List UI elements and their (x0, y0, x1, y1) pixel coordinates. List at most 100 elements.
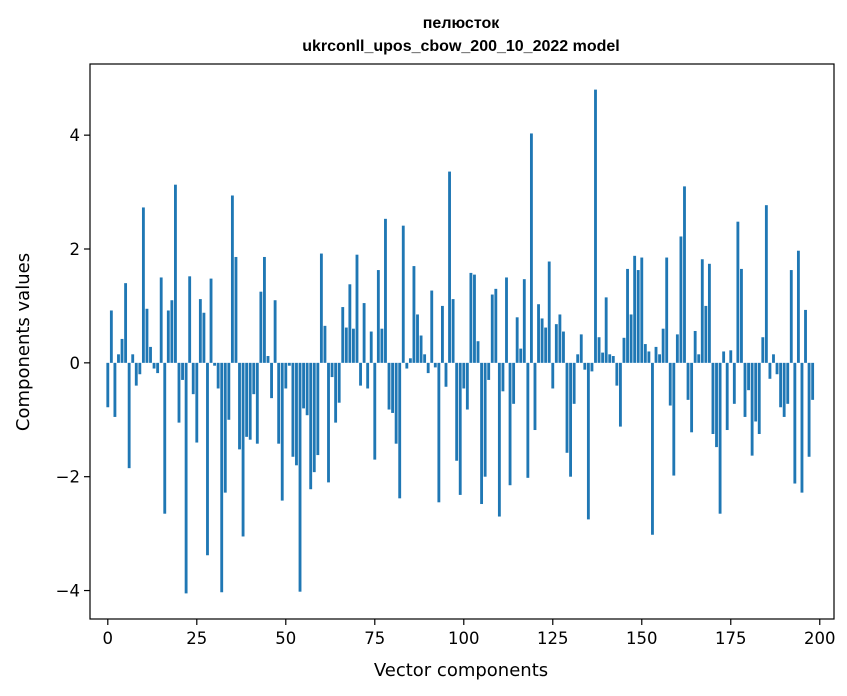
bar (124, 283, 128, 363)
bar (604, 297, 608, 363)
bar (579, 334, 583, 363)
bar (323, 325, 327, 363)
bar (206, 362, 209, 556)
bar (811, 362, 815, 400)
bar (675, 334, 679, 363)
x-tick-label: 0 (103, 629, 114, 648)
bar (184, 362, 188, 594)
bar (380, 328, 384, 363)
bar (181, 362, 184, 380)
bar (626, 268, 629, 363)
x-tick-label: 150 (626, 629, 658, 648)
bar (508, 362, 512, 486)
bar (159, 277, 163, 363)
bar (170, 300, 174, 363)
bar (594, 89, 597, 363)
bar (131, 354, 135, 363)
x-tick-label: 25 (186, 629, 207, 648)
bar (352, 328, 355, 363)
bar (433, 362, 437, 368)
bar (501, 362, 505, 392)
x-axis-ticks: 0 25 50 75 100 125 150 175 200 (103, 619, 836, 648)
bar (209, 278, 213, 363)
bar (334, 362, 338, 423)
bar (700, 259, 704, 363)
bar (569, 362, 572, 477)
bar (234, 256, 238, 363)
bar (565, 362, 569, 453)
bar (779, 362, 783, 408)
y-tick-label: 0 (70, 354, 81, 373)
bar (544, 327, 548, 363)
bar (451, 299, 455, 363)
bar (622, 337, 626, 363)
bar (761, 337, 765, 363)
bar (629, 314, 633, 363)
bar (230, 195, 234, 363)
bar (127, 362, 131, 469)
bar (117, 354, 120, 363)
bar (490, 294, 494, 363)
bar (562, 331, 565, 363)
bar (807, 362, 811, 457)
bar (134, 362, 138, 386)
bar (690, 362, 694, 433)
bar (141, 207, 145, 363)
bar (109, 310, 113, 363)
bar (590, 362, 594, 372)
bar (697, 354, 701, 363)
bar (651, 362, 654, 535)
bar (448, 171, 451, 363)
bar (376, 270, 380, 363)
bar (693, 330, 697, 363)
bar (754, 362, 758, 422)
bar (533, 362, 537, 431)
bar (597, 337, 601, 363)
bar (248, 362, 252, 440)
bar (384, 218, 387, 363)
bar (529, 133, 533, 363)
bar (423, 354, 427, 363)
bar (740, 268, 743, 363)
bar (270, 362, 273, 399)
bar (202, 312, 206, 363)
bar (572, 362, 576, 404)
bar (245, 362, 249, 437)
bar (149, 346, 152, 363)
bar (558, 314, 562, 363)
bar (287, 362, 291, 366)
bar (722, 351, 726, 363)
bar (483, 362, 487, 477)
bar (718, 362, 722, 514)
bar (252, 362, 256, 395)
bar (263, 256, 266, 363)
bar (284, 362, 288, 389)
x-tick-label: 200 (804, 629, 836, 648)
bar (177, 362, 181, 423)
bar (305, 362, 309, 416)
bar (618, 362, 622, 427)
bar (522, 279, 526, 363)
bar (113, 362, 117, 417)
bar (729, 350, 733, 363)
chart-title-line-1: пелюсток (423, 15, 500, 32)
bar (259, 291, 263, 363)
bar (191, 362, 195, 395)
x-tick-label: 125 (537, 629, 569, 648)
bar (473, 274, 476, 363)
bar (341, 307, 345, 363)
bar (764, 205, 768, 363)
bar (601, 352, 605, 363)
bar (658, 354, 661, 363)
bar (647, 351, 651, 363)
bar (430, 290, 434, 363)
bar (786, 362, 790, 404)
bar (487, 362, 491, 380)
bar (775, 362, 779, 375)
bar (330, 362, 334, 378)
bar (668, 362, 672, 406)
bar (216, 362, 220, 389)
bar (804, 309, 807, 363)
bar (512, 362, 516, 404)
bar (505, 277, 508, 363)
